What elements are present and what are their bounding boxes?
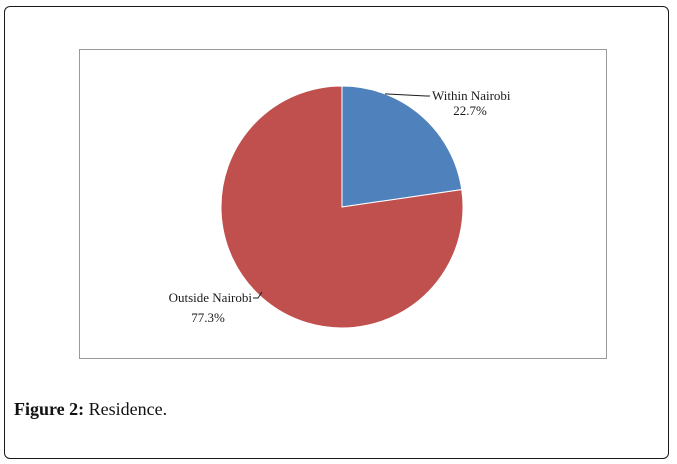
figure-caption-text: Residence. [84, 399, 168, 419]
slice-label-outside-nairobi: Outside Nairobi [169, 290, 253, 305]
slice-label-within-nairobi: Within Nairobi [432, 88, 511, 103]
slice-value-within-nairobi: 22.7% [453, 103, 487, 118]
leader-line-within-nairobi [384, 93, 430, 97]
pie-slice-within-nairobi [341, 85, 463, 208]
slice-value-outside-nairobi: 77.3% [191, 310, 225, 325]
figure-caption: Figure 2: Residence. [14, 399, 167, 420]
figure-caption-label: Figure 2: [14, 399, 85, 419]
pie-slice-outside-nairobi [220, 85, 464, 329]
leader-line-outside-nairobi [253, 291, 263, 299]
